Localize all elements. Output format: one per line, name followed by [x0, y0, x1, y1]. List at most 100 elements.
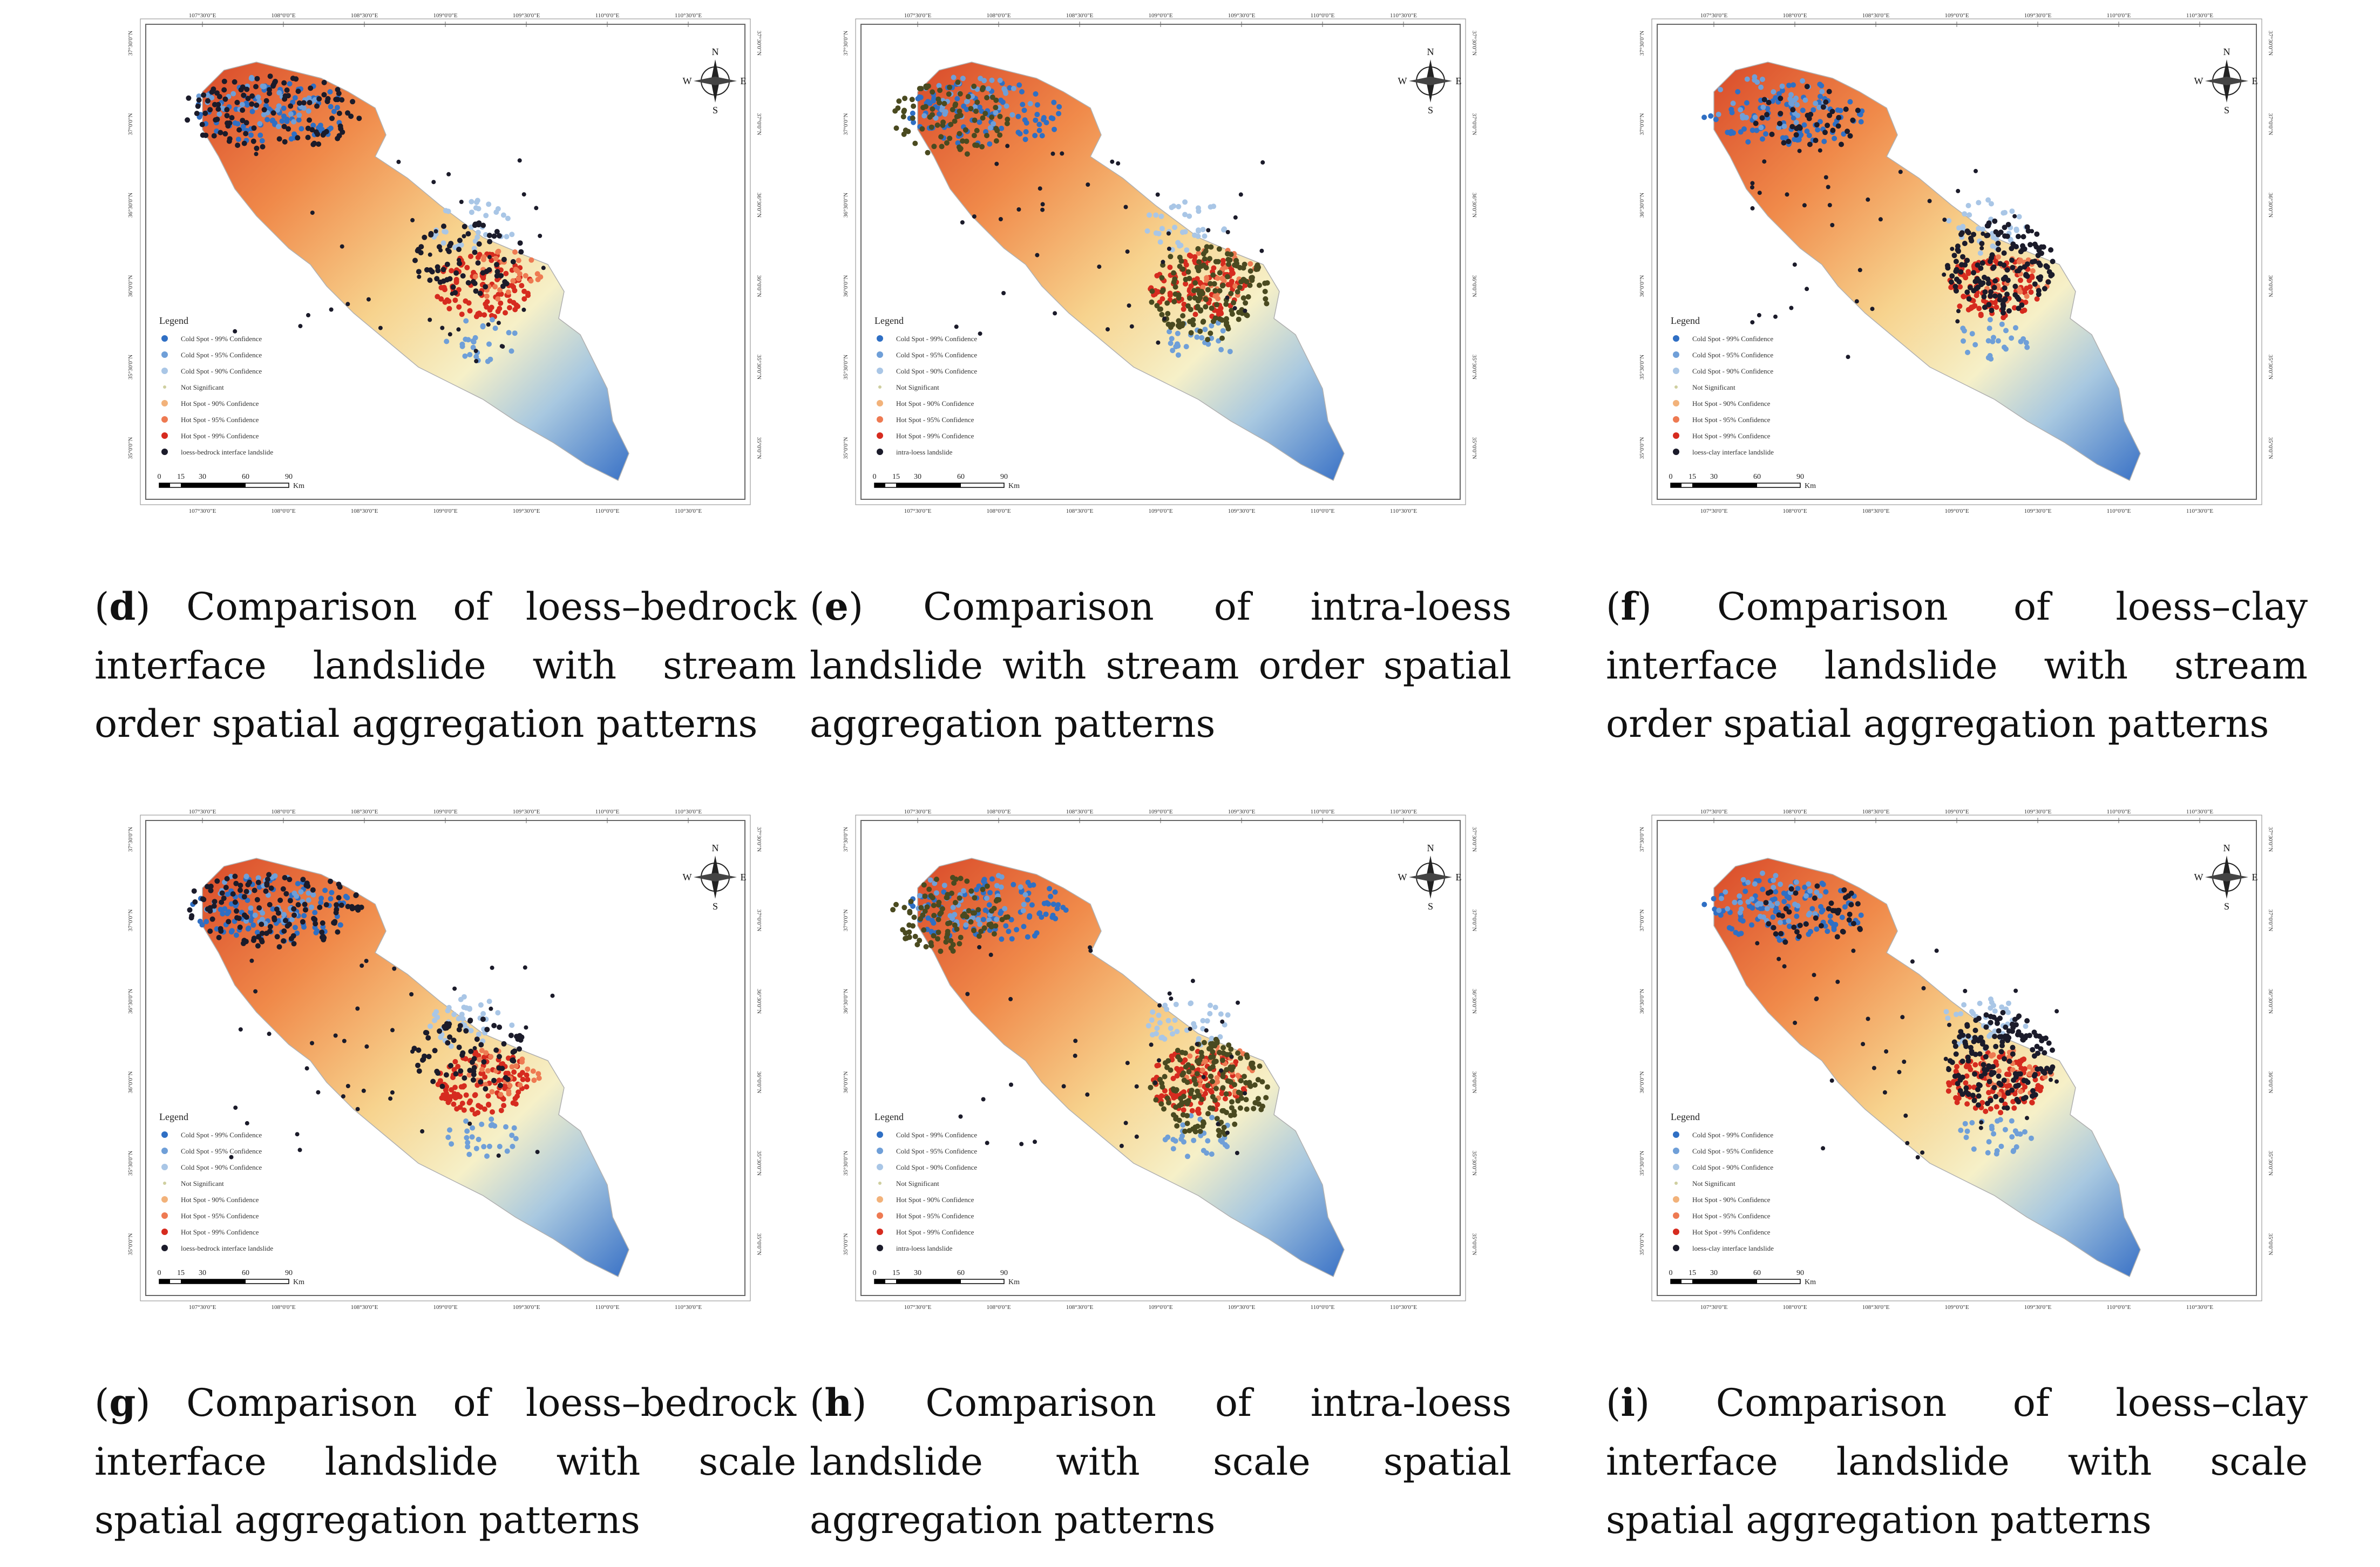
point-marker: [1969, 1049, 1975, 1055]
point-marker: [936, 899, 942, 905]
point-marker: [1134, 1084, 1139, 1089]
point-marker: [495, 296, 501, 302]
point-marker: [424, 267, 430, 273]
point-marker: [292, 95, 298, 101]
point-marker: [320, 920, 326, 926]
point-marker: [1814, 890, 1820, 895]
point-marker: [1019, 1142, 1024, 1147]
lat-label-right: 35°30'0"N: [1471, 355, 1477, 379]
point-marker: [893, 125, 899, 131]
point-marker: [550, 993, 555, 998]
lat-label-left: 37°0'0"N: [1639, 910, 1645, 932]
point-marker: [1958, 1029, 1964, 1035]
point-marker: [515, 303, 521, 309]
point-marker: [2036, 260, 2042, 266]
point-marker: [248, 905, 254, 911]
point-marker: [1726, 925, 1732, 931]
point-marker: [1205, 337, 1211, 342]
point-marker: [476, 220, 482, 226]
point-marker: [1945, 1015, 1951, 1021]
point-marker: [921, 882, 927, 888]
point-marker: [1851, 948, 1856, 953]
point-marker: [1814, 996, 1819, 1001]
point-marker: [1175, 1054, 1181, 1060]
point-marker: [1756, 901, 1762, 906]
point-marker: [464, 1135, 470, 1141]
point-marker: [1997, 1034, 2003, 1040]
point-marker: [1194, 334, 1200, 340]
point-marker: [1056, 111, 1062, 117]
legend-swatch: [877, 1164, 883, 1170]
point-marker: [2021, 1056, 2027, 1062]
point-marker: [339, 97, 345, 103]
point-marker: [975, 917, 981, 922]
legend-swatch: [1673, 1245, 1679, 1251]
point-marker: [472, 281, 478, 287]
point-marker: [1044, 900, 1050, 906]
point-marker: [493, 1047, 499, 1053]
point-marker: [1160, 287, 1166, 293]
point-marker: [279, 118, 285, 124]
point-marker: [1982, 304, 1988, 310]
point-marker: [1760, 136, 1765, 142]
point-marker: [468, 1048, 474, 1054]
legend-swatch: [878, 385, 882, 389]
point-marker: [1260, 1103, 1265, 1109]
point-marker: [1027, 101, 1033, 106]
point-marker: [1086, 182, 1090, 187]
lat-label-right: 35°30'0"N: [2267, 355, 2274, 379]
point-marker: [991, 121, 996, 127]
point-marker: [270, 117, 276, 123]
point-marker: [1203, 1059, 1209, 1064]
point-marker: [1149, 1042, 1154, 1047]
point-marker: [1127, 303, 1131, 308]
point-marker: [1973, 1017, 1979, 1023]
point-marker: [1848, 902, 1854, 907]
point-marker: [1019, 89, 1025, 94]
point-marker: [945, 928, 951, 934]
point-marker: [1205, 1138, 1211, 1144]
panel-letter: h: [824, 1380, 852, 1425]
point-marker: [439, 1083, 445, 1089]
point-marker: [1201, 251, 1206, 257]
point-marker: [1202, 233, 1208, 239]
point-marker: [1195, 246, 1201, 252]
point-marker: [1167, 329, 1172, 335]
point-marker: [1176, 318, 1182, 324]
point-marker: [2018, 338, 2024, 344]
point-marker: [1005, 914, 1011, 920]
point-marker: [1963, 1135, 1969, 1141]
point-marker: [337, 123, 343, 129]
point-marker: [328, 896, 334, 901]
point-marker: [1219, 1068, 1224, 1073]
point-marker: [1988, 1053, 1994, 1059]
point-marker: [364, 1044, 369, 1049]
legend-title: Legend: [159, 1111, 188, 1122]
point-marker: [1201, 1075, 1206, 1080]
point-marker: [1745, 879, 1751, 885]
point-marker: [1224, 1144, 1230, 1149]
lat-label-right: 35°0'0"N: [2267, 1233, 2274, 1256]
point-marker: [1962, 241, 1968, 246]
point-marker: [469, 209, 474, 215]
point-marker: [186, 95, 192, 101]
point-marker: [481, 1059, 487, 1065]
point-marker: [892, 108, 898, 114]
legend-item-label: Hot Spot - 95% Confidence: [181, 416, 259, 424]
point-marker: [1216, 246, 1222, 252]
point-marker: [998, 217, 1003, 221]
point-marker: [1952, 283, 1958, 289]
point-marker: [512, 249, 518, 255]
compass-w-label: W: [1398, 76, 1407, 86]
panel-letter: i: [1620, 1380, 1635, 1425]
point-marker: [2050, 259, 2056, 264]
point-marker: [345, 904, 351, 910]
point-marker: [977, 921, 983, 927]
point-marker: [981, 877, 987, 883]
point-marker: [1021, 924, 1027, 930]
point-marker: [1983, 1012, 1989, 1018]
point-marker: [1803, 893, 1809, 899]
lon-label-top: 110°0'0"E: [595, 12, 620, 19]
point-marker: [281, 105, 287, 111]
